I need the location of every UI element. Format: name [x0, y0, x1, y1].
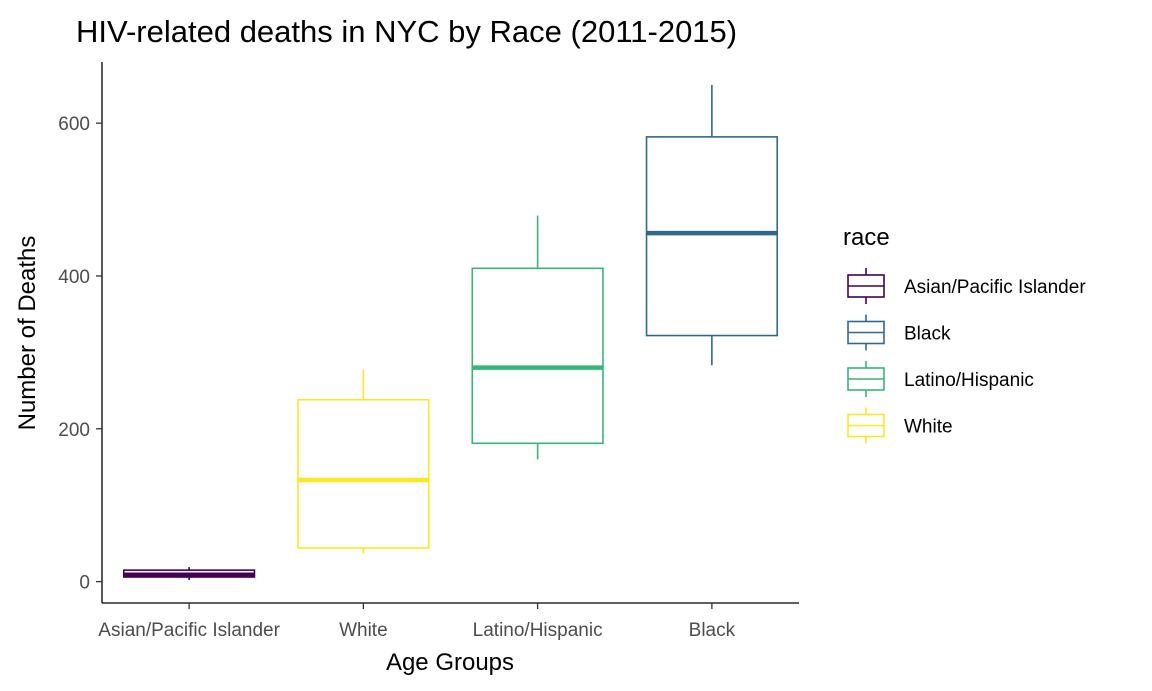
y-tick-label: 600 — [58, 114, 90, 135]
legend-label: White — [904, 417, 953, 438]
legend-item-white: White — [847, 407, 953, 444]
box-black — [645, 84, 779, 366]
legend-item-black: Black — [847, 314, 951, 351]
x-tick-label: Asian/Pacific Islander — [98, 620, 280, 641]
box-latino-hispanic — [471, 215, 604, 460]
y-tick-label: 400 — [58, 267, 90, 288]
plot-area: 0 200 400 600 Asian/Pacific Islander White Lat… — [58, 62, 799, 641]
legend-item-asian-pacific-islander: Asian/Pacific Islander — [847, 268, 1086, 304]
x-tick-label: White — [339, 620, 388, 641]
legend-label: Latino/Hispanic — [904, 370, 1034, 391]
box-white — [297, 369, 430, 554]
x-tick-label: Black — [689, 620, 736, 641]
legend-label: Black — [904, 324, 951, 345]
y-axis-title: Number of Deaths — [14, 236, 41, 431]
chart-title: HIV-related deaths in NYC by Race (2011-… — [76, 14, 737, 49]
x-axis-title: Age Groups — [386, 649, 514, 676]
box-iqr — [297, 398, 430, 549]
legend-label: Asian/Pacific Islander — [904, 277, 1086, 298]
legend: race Asian/Pacific Islander Black Latino/H… — [843, 224, 1086, 444]
y-tick-label: 200 — [58, 420, 90, 441]
box-iqr — [645, 136, 779, 337]
legend-item-latino-hispanic: Latino/Hispanic — [847, 361, 1034, 397]
legend-title: race — [843, 224, 890, 251]
box-iqr — [471, 267, 604, 445]
box-asian-pacific-islander — [122, 567, 256, 581]
x-tick-label: Latino/Hispanic — [473, 620, 603, 641]
y-tick-label: 0 — [79, 573, 90, 594]
